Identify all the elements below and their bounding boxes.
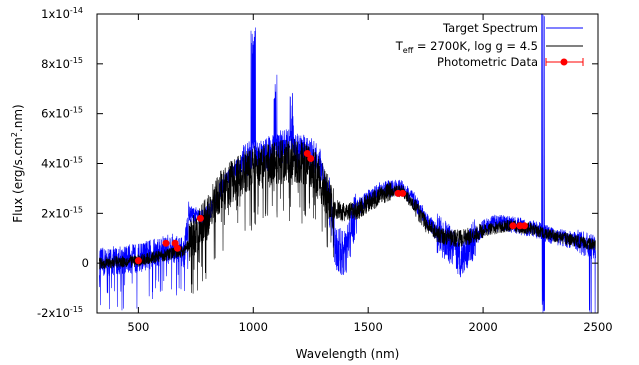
legend-label-target: Target Spectrum [442, 21, 538, 35]
legend-label-model-rest: = 2700K, log g = 4.5 [413, 39, 538, 53]
photometric-point [520, 222, 528, 230]
photometric-data-series [134, 150, 528, 265]
photometric-point [173, 244, 181, 252]
y-tick-label: 2x10-15 [41, 205, 83, 220]
photometric-point [307, 155, 315, 163]
x-tick-label: 1500 [354, 320, 383, 334]
y-tick-label: 4x10-15 [41, 156, 83, 171]
y-tick-label: 1x10-14 [41, 6, 83, 21]
y-axis-label-sup: 2 [10, 132, 19, 137]
y-tick-label: 8x10-15 [41, 56, 83, 71]
photometric-point [303, 150, 311, 158]
y-axis-label: Flux (erg/s.cm2.nm) [10, 104, 25, 222]
legend-label-photometric: Photometric Data [437, 55, 538, 69]
legend-label-model-t: T [395, 39, 404, 53]
legend-swatch-photometric [545, 58, 584, 66]
legend-label-model: Teff = 2700K, log g = 4.5 [395, 39, 538, 55]
photometric-point [196, 214, 204, 222]
model-spectrum-series [99, 138, 596, 294]
photometric-point [134, 257, 142, 265]
y-tick-label: -2x10-15 [37, 305, 83, 320]
y-axis-ticks: -2x10-15 0 2x10-15 4x10-15 6x10-15 8x10-15 1x1… [37, 6, 598, 320]
y-axis-label-tail: .nm) [11, 104, 25, 132]
legend-label-model-sub: eff [403, 46, 414, 55]
x-axis-label: Wavelength (nm) [296, 347, 400, 361]
x-tick-label: 500 [127, 320, 149, 334]
x-tick-label: 1000 [239, 320, 268, 334]
photometric-point [399, 189, 407, 197]
y-tick-label: 6x10-15 [41, 106, 83, 121]
y-tick-label: 0 [82, 256, 89, 270]
x-tick-label: 2000 [468, 320, 497, 334]
y-axis-label-main: Flux (erg/s.cm [11, 137, 25, 223]
plot-area [99, 13, 596, 314]
photometric-point [509, 222, 517, 230]
x-tick-label: 2500 [583, 320, 612, 334]
legend: Target Spectrum Teff = 2700K, log g = 4.… [395, 21, 584, 69]
spectrum-line [99, 138, 596, 294]
photometric-point [162, 239, 170, 247]
x-axis-ticks: 500 1000 1500 2000 2500 [127, 14, 613, 334]
